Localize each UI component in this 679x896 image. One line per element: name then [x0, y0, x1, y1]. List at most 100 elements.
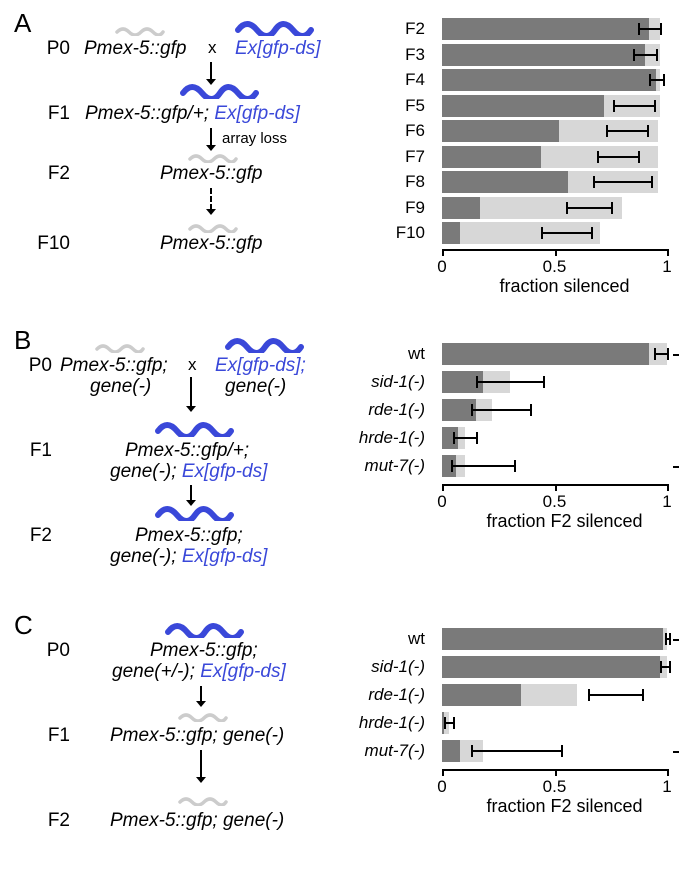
bar-label: rde-1(-) — [345, 685, 425, 705]
f2-genotype: Pmex-5::gfp — [160, 163, 262, 185]
error-bar — [606, 130, 647, 132]
error-cap — [651, 176, 653, 188]
bar-row: F6 — [360, 120, 667, 142]
bar-label: F8 — [345, 172, 425, 192]
gen-label-f2: F2 — [12, 525, 52, 547]
error-cap — [642, 689, 644, 701]
panel-a: A P0 F1 F2 F10 Pmex-5::gfp x Ex[gfp-ds] … — [0, 8, 679, 308]
bar-dark — [442, 171, 568, 193]
bar-dark — [442, 18, 649, 40]
wave-blue-icon — [165, 618, 245, 638]
error-cap — [471, 404, 473, 416]
bar-row: F4 — [360, 69, 667, 91]
p0-l1: Pmex-5::gfp; — [150, 640, 258, 662]
error-bar — [593, 181, 652, 183]
f10-genotype: Pmex-5::gfp — [160, 233, 262, 255]
tick-label: 0 — [427, 777, 457, 797]
p0-right-l1: Ex[gfp-ds]; — [215, 355, 306, 377]
bar-dark — [442, 120, 559, 142]
error-cap — [471, 745, 473, 757]
error-cap — [638, 151, 640, 163]
bar-label: F2 — [345, 19, 425, 39]
panel-c-label: C — [14, 610, 33, 641]
bar-label: sid-1(-) — [345, 372, 425, 392]
bar-label: hrde-1(-) — [345, 428, 425, 448]
tick-label: 1 — [652, 257, 679, 277]
bar-dark — [442, 222, 460, 244]
error-bar — [476, 381, 544, 383]
bar-row: sid-1(-) — [360, 656, 667, 678]
panel-b-label: B — [14, 325, 31, 356]
gen-label-p0: P0 — [30, 640, 70, 662]
error-cap — [476, 432, 478, 444]
tick-label: 0 — [427, 257, 457, 277]
f2-l2a: gene(-); — [110, 546, 182, 567]
tick-label: 0.5 — [540, 492, 570, 512]
bar-label: F9 — [345, 198, 425, 218]
f1-l2: gene(-); Ex[gfp-ds] — [110, 461, 267, 483]
error-bar — [471, 750, 561, 752]
x-axis-title: fraction F2 silenced — [475, 511, 655, 532]
bar-dark — [442, 146, 541, 168]
tick — [442, 484, 444, 491]
bar-dark — [442, 197, 480, 219]
tick — [555, 484, 557, 491]
x-axis-title: fraction silenced — [475, 276, 655, 297]
error-cap — [451, 460, 453, 472]
arrow-down-icon — [190, 485, 192, 501]
error-cap — [453, 717, 455, 729]
error-bar — [613, 105, 654, 107]
arrow-down-icon — [190, 377, 192, 407]
error-cap — [665, 633, 667, 645]
error-bar — [471, 409, 530, 411]
tick — [667, 249, 669, 256]
wave-blue-icon — [180, 79, 260, 99]
bar-dark — [442, 44, 645, 66]
gen-label-f1: F1 — [30, 103, 70, 125]
error-cap — [591, 227, 593, 239]
error-cap — [530, 404, 532, 416]
p0-right-genotype: Ex[gfp-ds] — [235, 38, 321, 60]
arrow-down-icon — [200, 686, 202, 702]
error-bar — [638, 28, 661, 30]
wave-blue-icon — [155, 417, 235, 437]
error-cap — [611, 202, 613, 214]
bar-label: mut-7(-) — [345, 456, 425, 476]
error-cap — [638, 23, 640, 35]
error-cap — [660, 661, 662, 673]
bar-label: F7 — [345, 147, 425, 167]
error-bar — [566, 207, 611, 209]
bar-label: F3 — [345, 45, 425, 65]
wave-gray-icon — [178, 794, 228, 806]
dashed-arrow-down-icon — [210, 188, 212, 210]
wave-gray-icon — [115, 24, 165, 36]
error-bar — [633, 54, 656, 56]
gen-label-f1: F1 — [12, 440, 52, 462]
error-cap — [613, 100, 615, 112]
bar-row: F2 — [360, 18, 667, 40]
bar-row: hrde-1(-) — [360, 427, 667, 449]
error-cap — [654, 348, 656, 360]
bar-dark — [442, 684, 521, 706]
error-cap — [476, 376, 478, 388]
error-cap — [656, 49, 658, 61]
f2-l2: gene(-); Ex[gfp-ds] — [110, 546, 267, 568]
bar-row: sid-1(-) — [360, 371, 667, 393]
bar-row: F3 — [360, 44, 667, 66]
bar-row: wt — [360, 628, 667, 650]
panel-c: C P0 F1 F2 Pmex-5::gfp; gene(+/-); Ex[gf… — [0, 610, 679, 880]
tick-label: 1 — [652, 492, 679, 512]
gen-label-f2: F2 — [30, 810, 70, 832]
error-cap — [597, 151, 599, 163]
bar-row: F10 — [360, 222, 667, 244]
error-cap — [588, 689, 590, 701]
p0-right-l2: gene(-) — [225, 376, 286, 398]
p0-left-l1: Pmex-5::gfp; — [60, 355, 168, 377]
bar-row: F8 — [360, 171, 667, 193]
error-cap — [647, 125, 649, 137]
bar-dark — [442, 628, 663, 650]
f1-genotype: Pmex-5::gfp/+; Ex[gfp-ds] — [85, 103, 300, 125]
bar-label: rde-1(-) — [345, 400, 425, 420]
x-axis-title: fraction F2 silenced — [475, 796, 655, 817]
f2-genotype: Pmex-5::gfp; gene(-) — [110, 810, 284, 832]
